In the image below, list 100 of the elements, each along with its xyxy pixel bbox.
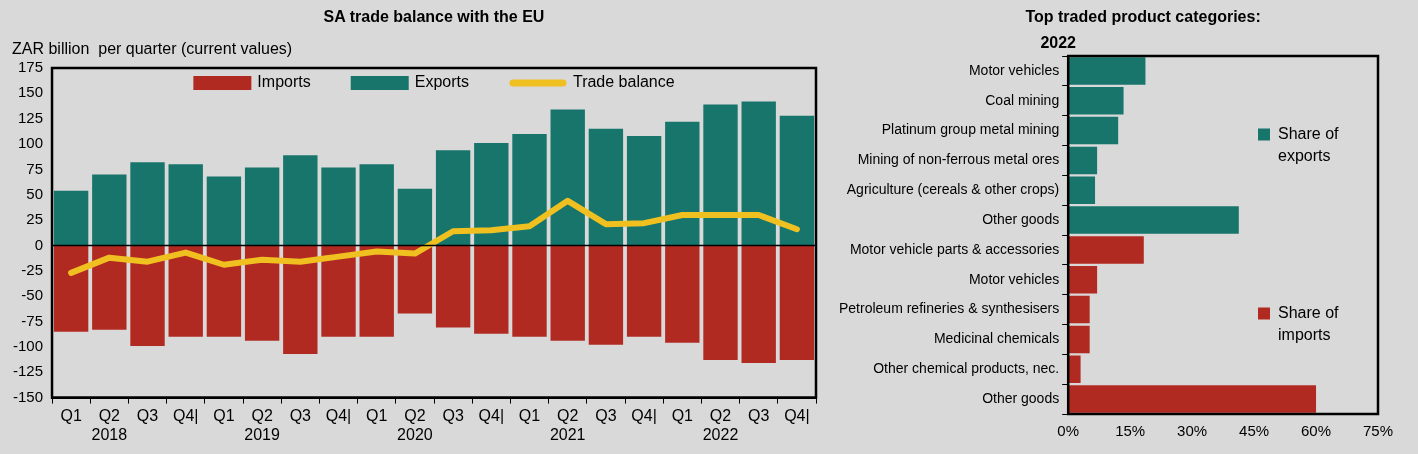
- bar: [779, 115, 815, 246]
- legend-label: Share of imports: [1278, 303, 1340, 343]
- x-tick-label: Q2 2021: [549, 406, 586, 443]
- bar: [1068, 57, 1146, 85]
- bar: [1068, 325, 1090, 354]
- bar: [550, 245, 585, 341]
- bar: [206, 176, 242, 246]
- bar: [665, 245, 700, 343]
- bar: [588, 245, 624, 345]
- x-tick-label: Q3: [136, 406, 159, 424]
- x-tick-label: Q4|: [631, 406, 657, 424]
- y-tick-label: Platinum group metal mining: [881, 121, 1060, 138]
- bar: [1068, 266, 1098, 294]
- legend-label: Trade balance: [572, 73, 675, 91]
- x-tick-label: 45%: [1239, 422, 1270, 440]
- bar: [130, 245, 165, 346]
- y-tick-label: 0: [34, 235, 44, 253]
- y-tick-label: 100: [17, 134, 44, 152]
- y-tick-label: Other chemical products, nec.: [873, 360, 1060, 377]
- x-tick-label: 15%: [1115, 422, 1146, 440]
- bar: [703, 245, 738, 361]
- bar: [474, 143, 509, 246]
- y-tick-label: 125: [17, 108, 44, 126]
- bar: [1068, 236, 1144, 264]
- x-tick-label: Q3: [595, 406, 617, 424]
- y-tick-label: Mining of non-ferrous metal ores: [857, 151, 1060, 168]
- bar: [283, 155, 318, 246]
- x-tick-label: Q3: [289, 406, 312, 424]
- y-tick-label: -75: [21, 311, 44, 329]
- y-tick-label: Agriculture (cereals & other crops): [846, 181, 1060, 198]
- y-tick-label: Coal mining: [985, 91, 1060, 108]
- bar: [283, 245, 318, 354]
- legend-label: Exports: [414, 73, 469, 91]
- x-tick-label: 75%: [1362, 422, 1394, 440]
- x-tick-label: Q4|: [784, 406, 810, 424]
- bar: [665, 121, 700, 246]
- bar: [435, 245, 471, 328]
- bar: [741, 245, 776, 364]
- y-tick-label: -150: [12, 387, 44, 405]
- x-tick-label: 30%: [1177, 422, 1208, 440]
- bar: [321, 167, 356, 246]
- bar: [550, 109, 585, 246]
- x-tick-label: 60%: [1301, 422, 1332, 440]
- bar: [474, 245, 509, 334]
- y-tick-label: Other goods: [982, 389, 1060, 406]
- x-tick-label: Q4|: [325, 406, 352, 424]
- y-tick-label: 150: [17, 83, 44, 101]
- y-tick-label: Motor vehicle parts & accessories: [849, 240, 1060, 257]
- bar: [359, 245, 394, 337]
- bar: [244, 167, 280, 246]
- x-tick-label: Q2 2022: [702, 406, 739, 443]
- bar: [512, 245, 547, 337]
- bar: [1068, 176, 1096, 204]
- bar: [53, 190, 89, 246]
- bar: [1068, 295, 1090, 324]
- x-tick-label: Q2 2020: [397, 406, 433, 443]
- bar: [92, 174, 127, 246]
- bar: [168, 164, 203, 246]
- y-tick-label: 50: [26, 184, 44, 202]
- bar: [92, 245, 127, 330]
- y-tick-label: Petroleum refineries & synthesisers: [839, 300, 1060, 317]
- x-tick-label: Q2 2018: [91, 406, 128, 443]
- x-tick-label: Q1: [671, 406, 694, 424]
- x-tick-label: 0%: [1057, 422, 1080, 440]
- y-tick-label: -125: [12, 362, 44, 380]
- chart-title: SA trade balance with the EU: [323, 8, 545, 25]
- x-tick-label: Q3: [748, 406, 770, 424]
- legend-label: Share of exports: [1278, 124, 1340, 164]
- x-tick-label: Q1: [366, 406, 388, 424]
- bar: [435, 150, 471, 246]
- y-tick-label: -25: [21, 260, 44, 278]
- y-tick-label: 175: [17, 58, 44, 76]
- bar: [244, 245, 280, 341]
- bar: [1068, 385, 1317, 413]
- y-tick-label: 25: [26, 210, 44, 228]
- bar: [626, 245, 662, 337]
- x-tick-label: Q2 2019: [244, 406, 281, 443]
- x-tick-label: Q1: [518, 406, 541, 424]
- bar: [206, 245, 242, 337]
- y-tick-label: 75: [26, 159, 44, 177]
- bar: [779, 245, 815, 361]
- bar: [53, 245, 89, 332]
- y-tick-label: Medicinal chemicals: [933, 330, 1060, 347]
- bar: [626, 135, 662, 246]
- bar: [130, 162, 165, 246]
- bar: [703, 104, 738, 246]
- bar: [397, 188, 433, 246]
- x-tick-label: Q1: [60, 406, 82, 424]
- chart-title: Top traded product categories: 2022: [1025, 8, 1261, 51]
- bar: [321, 245, 356, 337]
- bar: [512, 133, 547, 246]
- bar: [168, 245, 203, 337]
- bar: [1068, 146, 1098, 175]
- y-tick-label: Motor vehicles: [968, 61, 1060, 78]
- bar: [1068, 116, 1119, 145]
- bar: [588, 128, 624, 246]
- bar: [359, 164, 394, 246]
- bar: [741, 101, 776, 246]
- y-tick-label: Motor vehicles: [968, 270, 1060, 287]
- y-axis-title: ZAR billion per quarter (current values): [12, 40, 293, 57]
